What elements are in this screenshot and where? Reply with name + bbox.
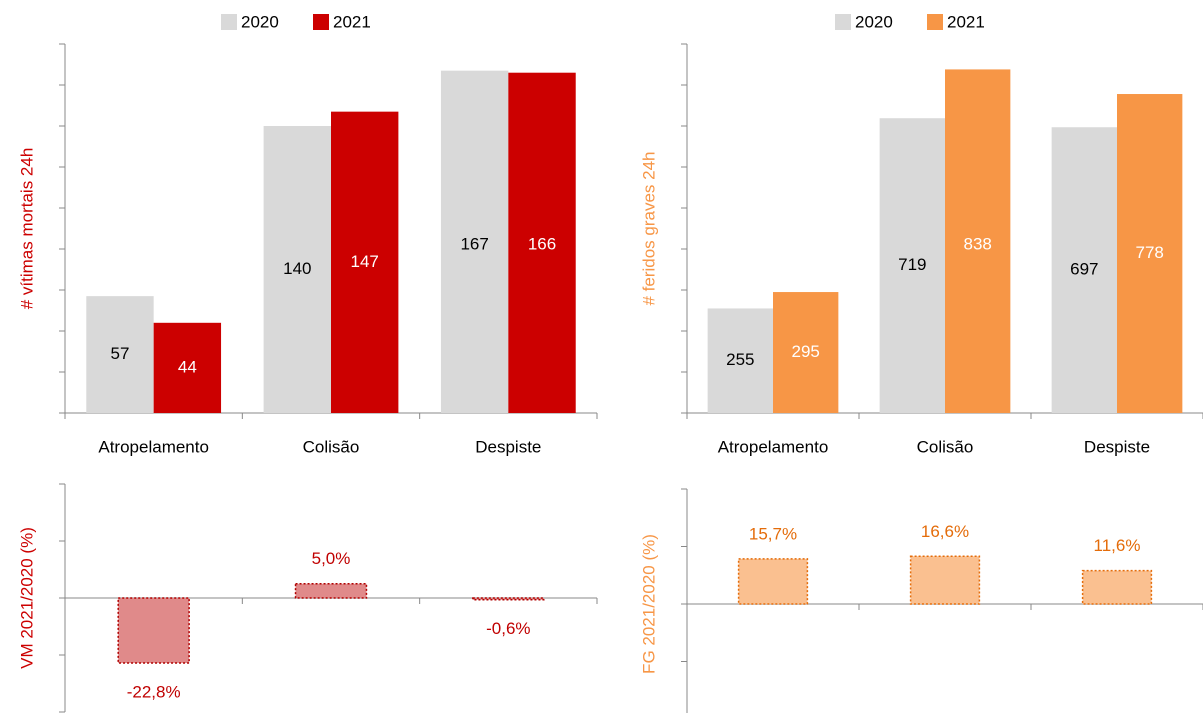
data-label: 167: [460, 234, 488, 253]
x-tick-label: Despiste: [475, 437, 541, 456]
y-axis-label: VM 2021/2020 (%): [17, 527, 36, 669]
bar: [153, 322, 222, 413]
data-label: 778: [1135, 243, 1163, 262]
bar: [1117, 94, 1183, 414]
data-label: 295: [791, 342, 819, 361]
legend-label: 2020: [855, 12, 893, 31]
bar: [117, 597, 190, 664]
data-label: 147: [351, 252, 379, 271]
legend-label: 2020: [241, 12, 279, 31]
bar: [263, 126, 331, 413]
bar: [945, 69, 1011, 414]
y-axis-label: FG 2021/2020 (%): [639, 534, 658, 674]
x-tick-label: Atropelamento: [98, 437, 209, 456]
data-label: 166: [528, 234, 556, 253]
bar: [472, 597, 545, 601]
x-tick-label: Colisão: [303, 437, 360, 456]
bar: [508, 72, 576, 413]
y-axis-label: # vítimas mortais 24h: [17, 148, 36, 310]
legend-swatch: [927, 14, 943, 30]
data-label: 140: [283, 259, 311, 278]
bar: [294, 583, 368, 599]
bar: [707, 308, 773, 413]
data-label: 719: [898, 255, 926, 274]
data-label: 5,0%: [312, 549, 351, 568]
bar: [909, 555, 981, 605]
bar: [773, 292, 839, 413]
bar: [86, 296, 154, 413]
legend-swatch: [835, 14, 851, 30]
legend-label: 2021: [333, 12, 371, 31]
x-tick-label: Colisão: [917, 437, 974, 456]
bar: [331, 111, 399, 414]
legend-swatch: [221, 14, 237, 30]
data-label: -22,8%: [127, 682, 181, 701]
bar: [1051, 127, 1117, 413]
data-label: 15,7%: [749, 524, 797, 543]
data-label: 57: [111, 344, 130, 363]
y-axis-label: # feridos graves 24h: [639, 151, 658, 305]
bar: [737, 558, 809, 605]
bar: [440, 70, 509, 414]
data-label: 16,6%: [921, 522, 969, 541]
data-label: 255: [726, 350, 754, 369]
data-label: 697: [1070, 260, 1098, 279]
data-label: -0,6%: [486, 619, 530, 638]
data-label: 11,6%: [1094, 536, 1141, 555]
data-label: 44: [178, 357, 197, 376]
x-tick-label: Atropelamento: [718, 437, 829, 456]
data-label: 838: [963, 234, 991, 253]
legend-swatch: [313, 14, 329, 30]
bar: [1081, 569, 1153, 605]
bar: [879, 118, 945, 414]
x-tick-label: Despiste: [1084, 437, 1150, 456]
legend-label: 2021: [947, 12, 985, 31]
